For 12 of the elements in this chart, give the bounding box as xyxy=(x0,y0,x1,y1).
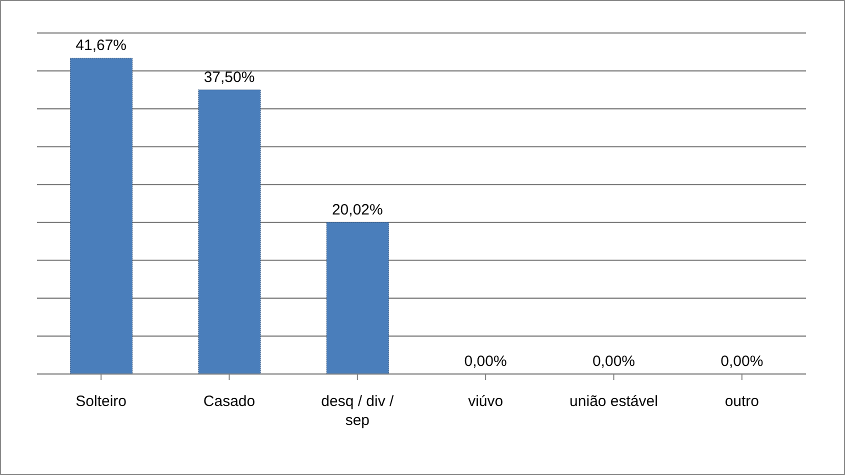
x-tick-label: Casado xyxy=(203,393,256,410)
x-tick-label: desq / div / sep xyxy=(321,393,395,429)
data-label: 41,67% xyxy=(76,37,127,54)
x-tick-label: outro xyxy=(724,393,760,410)
x-tick-label: Solteiro xyxy=(76,393,127,410)
x-tick-label: viúvo xyxy=(468,393,504,410)
data-label: 0,00% xyxy=(720,353,764,370)
data-label: 37,50% xyxy=(204,68,255,86)
x-tick-label: união estável xyxy=(570,393,658,410)
data-label: 20,02% xyxy=(332,201,383,218)
data-label: 0,00% xyxy=(464,353,507,370)
data-label: 0,00% xyxy=(592,353,636,370)
